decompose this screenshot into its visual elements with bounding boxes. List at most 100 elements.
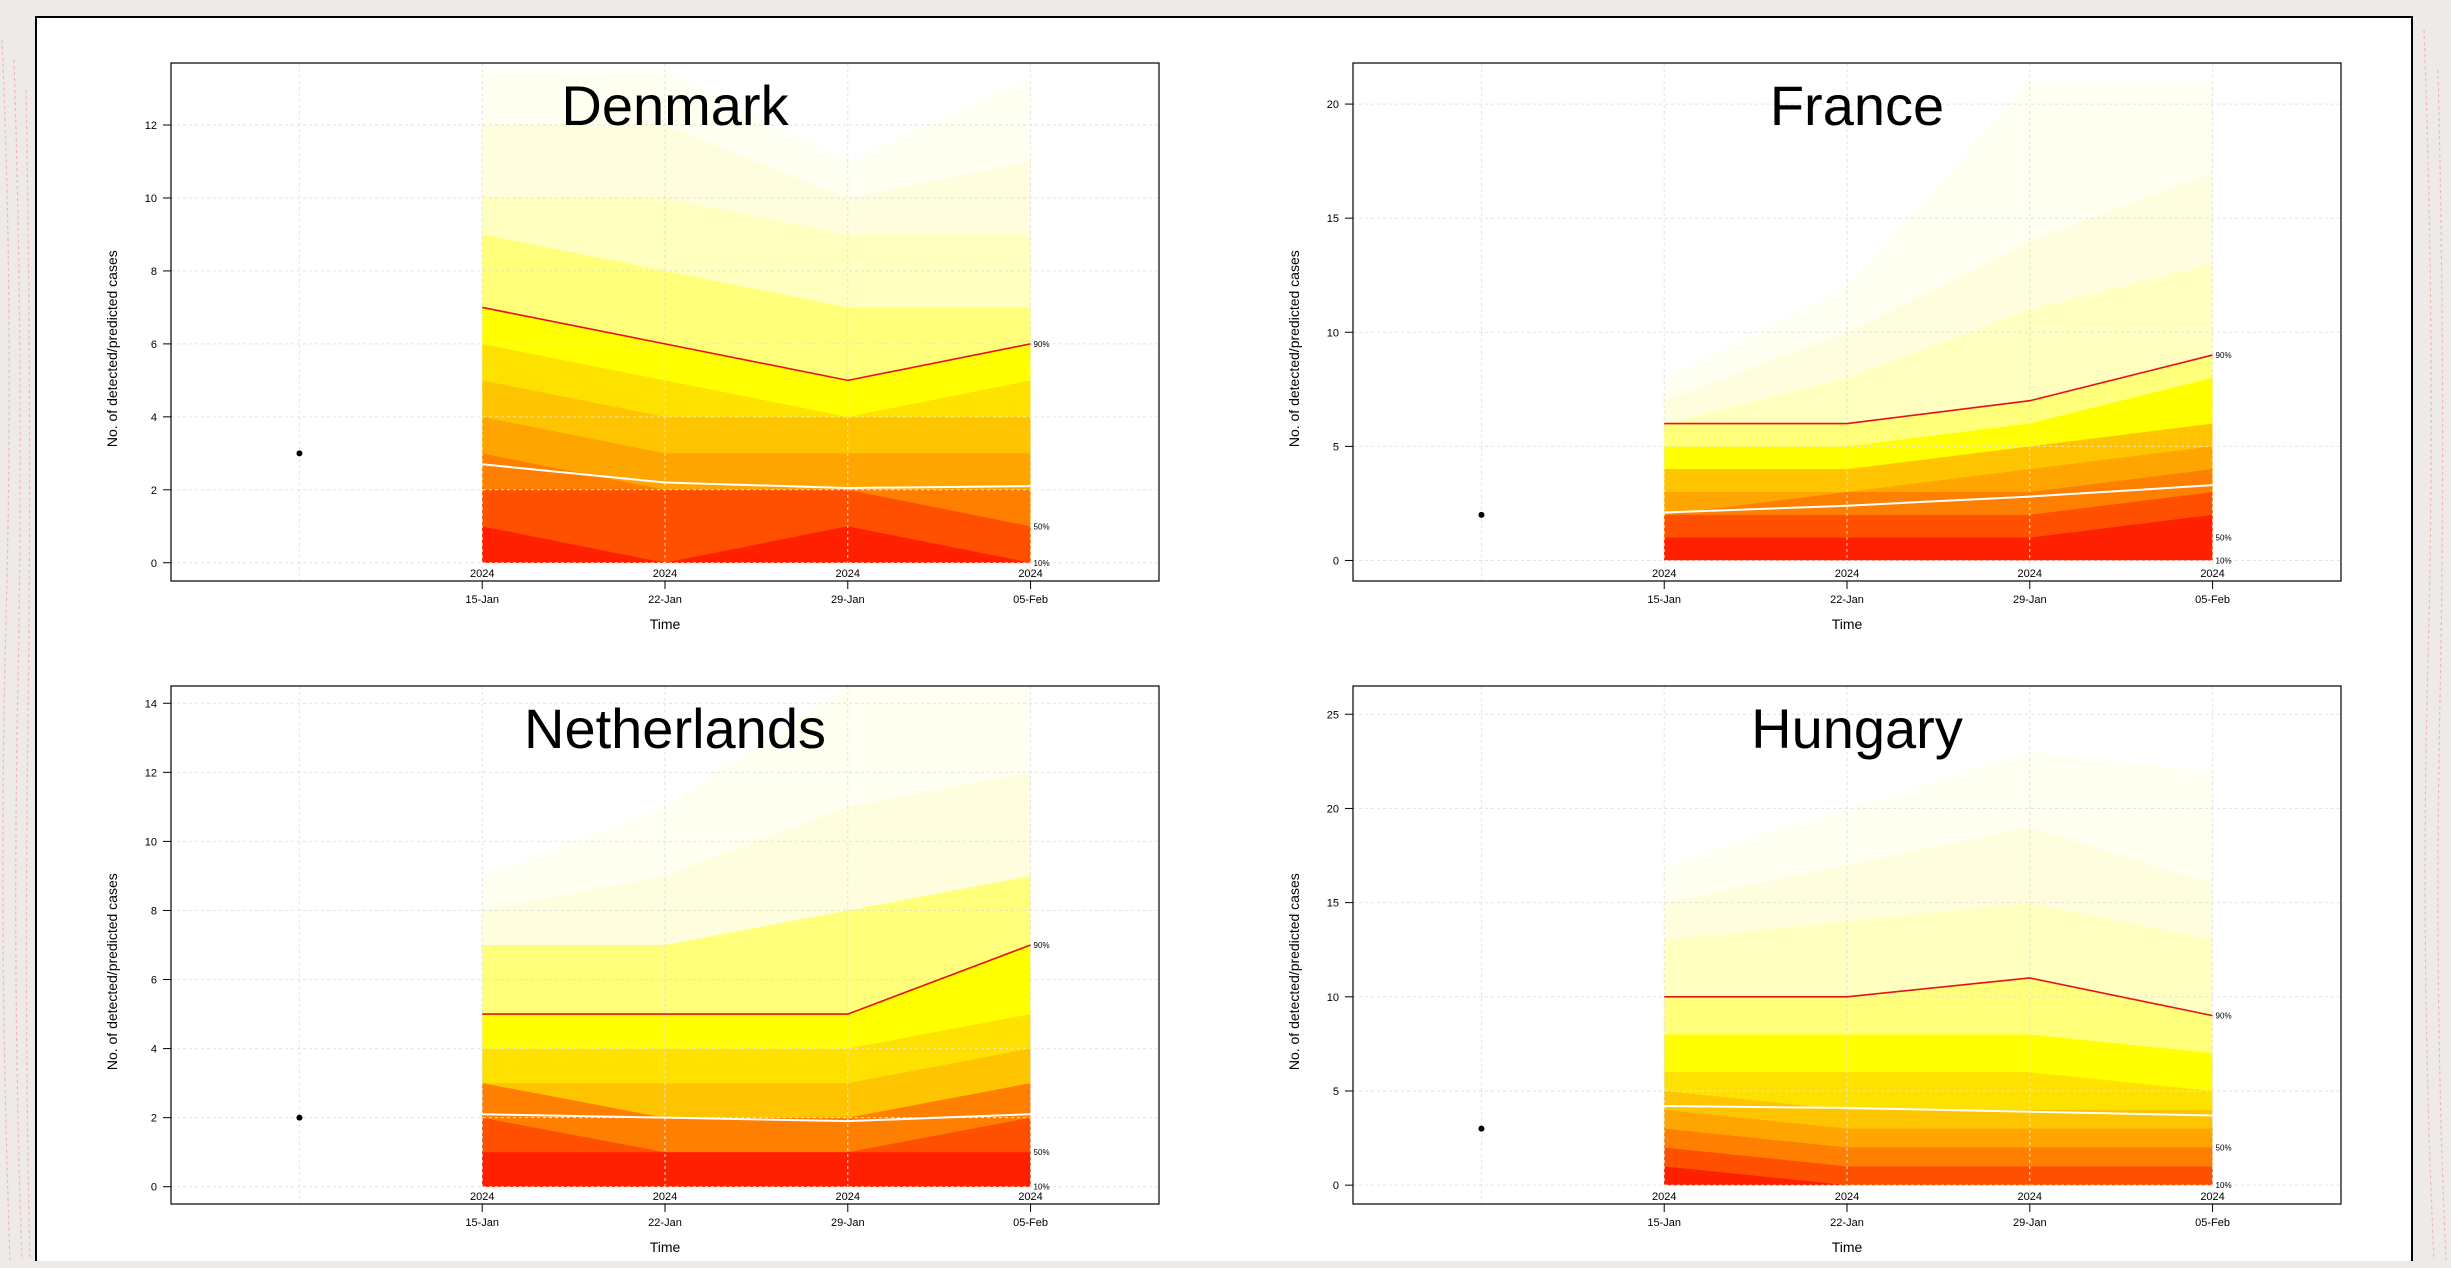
quantile-label-50-: 50% — [2216, 1143, 2232, 1152]
x-tick-label: 22-Jan — [648, 594, 682, 606]
x-tick-label: 05-Feb — [2195, 594, 2230, 606]
y-axis-label: No. of detected/predicted cases — [104, 873, 120, 1070]
chart-svg-hungary: 90% 50% 10% 0 5 10 15 20 25 2024 15-Jan 2024 22-Jan 2… — [1286, 685, 2342, 1255]
x-year-label: 2024 — [836, 568, 860, 580]
y-tick-label: 6 — [151, 975, 157, 987]
y-tick-label: 12 — [145, 767, 157, 779]
x-year-label: 2024 — [2200, 568, 2224, 580]
series-line-90- — [1664, 977, 2213, 1017]
observed-point — [1478, 1125, 1485, 1132]
observed-point — [296, 1114, 303, 1121]
quantile-label-90-: 90% — [1034, 941, 1050, 950]
y-tick-label: 15 — [1327, 213, 1339, 225]
series-line-50- — [482, 463, 1031, 489]
series-line-90- — [1664, 354, 2213, 425]
y-tick-label: 15 — [1327, 898, 1339, 910]
x-year-label: 2024 — [470, 1191, 494, 1203]
quantile-label-90-: 90% — [1034, 340, 1050, 349]
x-year-label: 2024 — [2200, 1191, 2224, 1203]
y-tick-label: 10 — [1327, 327, 1339, 339]
y-tick-label: 5 — [1333, 441, 1339, 453]
y-tick-label: 5 — [1333, 1086, 1339, 1098]
y-tick-label: 2 — [151, 1113, 157, 1125]
x-year-label: 2024 — [653, 568, 677, 580]
forecast-band-11 — [1664, 1166, 2213, 1186]
x-tick-label: 15-Jan — [1647, 594, 1681, 606]
observed-point — [296, 450, 303, 457]
x-year-label: 2024 — [1835, 568, 1859, 580]
y-tick-label: 10 — [145, 836, 157, 848]
y-axis-label: No. of detected/predicted cases — [1286, 250, 1302, 447]
x-year-label: 2024 — [2018, 568, 2042, 580]
y-tick-label: 0 — [1333, 555, 1339, 567]
chart-panel-france: 90% 50% 10% 0 5 10 15 20 2024 15-Jan 2024 22-Jan 202… — [1277, 55, 2357, 645]
y-tick-label: 8 — [151, 905, 157, 917]
x-year-label: 2024 — [1652, 568, 1676, 580]
y-tick-label: 0 — [151, 558, 157, 570]
x-tick-label: 29-Jan — [831, 594, 865, 606]
quantile-label-10-: 10% — [2216, 556, 2232, 565]
x-tick-label: 05-Feb — [1013, 1217, 1048, 1229]
x-tick-label: 22-Jan — [1830, 594, 1864, 606]
y-tick-label: 12 — [145, 120, 157, 132]
quantile-label-10-: 10% — [2216, 1181, 2232, 1190]
chart-svg-netherlands: 90% 50% 10% 0 2 4 6 8 10 12 14 2024 15-Jan 2024 22-Jan… — [104, 685, 1160, 1255]
x-year-label: 2024 — [1018, 1191, 1042, 1203]
forecast-band-9 — [482, 1152, 1031, 1187]
y-tick-label: 0 — [151, 1182, 157, 1194]
forecast-band-10 — [1664, 1147, 2213, 1186]
x-tick-label: 29-Jan — [2013, 1217, 2047, 1229]
y-tick-label: 25 — [1327, 709, 1339, 721]
observed-point — [1478, 511, 1485, 518]
x-tick-label: 22-Jan — [648, 1217, 682, 1229]
y-tick-label: 14 — [145, 698, 157, 710]
y-tick-label: 10 — [145, 193, 157, 205]
x-axis-label: Time — [1832, 616, 1863, 632]
x-tick-label: 15-Jan — [465, 594, 499, 606]
chart-title-denmark: Denmark — [561, 74, 789, 137]
chart-title-netherlands: Netherlands — [524, 697, 826, 760]
x-axis-label: Time — [650, 1239, 681, 1255]
y-tick-label: 20 — [1327, 99, 1339, 111]
series-line-50- — [1664, 1105, 2213, 1117]
chart-panel-hungary: 90% 50% 10% 0 5 10 15 20 25 2024 15-Jan 2024 22-Jan 2… — [1277, 678, 2357, 1268]
y-tick-label: 0 — [1333, 1180, 1339, 1192]
x-year-label: 2024 — [653, 1191, 677, 1203]
x-tick-label: 05-Feb — [1013, 594, 1048, 606]
quantile-label-90-: 90% — [2216, 351, 2232, 360]
forecast-band-10 — [1664, 514, 2213, 561]
chart-title-france: France — [1770, 74, 1944, 137]
quantile-label-10-: 10% — [1034, 1183, 1050, 1192]
x-tick-label: 15-Jan — [465, 1217, 499, 1229]
y-tick-label: 2 — [151, 485, 157, 497]
x-year-label: 2024 — [470, 568, 494, 580]
x-year-label: 2024 — [2018, 1191, 2042, 1203]
quantile-label-50-: 50% — [1034, 1148, 1050, 1157]
x-tick-label: 15-Jan — [1647, 1217, 1681, 1229]
y-tick-label: 10 — [1327, 992, 1339, 1004]
chart-svg-denmark: 90% 50% 10% 0 2 4 6 8 10 12 2024 15-Jan 2024 22-Jan 20… — [104, 62, 1160, 632]
chart-panel-netherlands: 90% 50% 10% 0 2 4 6 8 10 12 14 2024 15-Jan 2024 22-Jan… — [95, 678, 1175, 1268]
series-line-50- — [482, 1113, 1031, 1123]
series-line-90- — [482, 306, 1031, 382]
x-tick-label: 29-Jan — [2013, 594, 2047, 606]
quantile-label-10-: 10% — [1034, 559, 1050, 568]
forecast-band-11 — [482, 526, 1031, 563]
series-line-90- — [482, 944, 1031, 1015]
chart-panel-denmark: 90% 50% 10% 0 2 4 6 8 10 12 2024 15-Jan 2024 22-Jan 20… — [95, 55, 1175, 645]
quantile-label-50-: 50% — [2216, 534, 2232, 543]
x-year-label: 2024 — [836, 1191, 860, 1203]
chart-svg-france: 90% 50% 10% 0 5 10 15 20 2024 15-Jan 2024 22-Jan 202… — [1286, 62, 2342, 632]
series-line-50- — [1664, 484, 2213, 514]
quantile-label-90-: 90% — [2216, 1012, 2232, 1021]
y-tick-label: 6 — [151, 339, 157, 351]
x-year-label: 2024 — [1652, 1191, 1676, 1203]
x-year-label: 2024 — [1835, 1191, 1859, 1203]
quantile-label-50-: 50% — [1034, 522, 1050, 531]
y-axis-label: No. of detected/predicted cases — [1286, 873, 1302, 1070]
y-tick-label: 4 — [151, 412, 157, 424]
y-tick-label: 20 — [1327, 803, 1339, 815]
y-tick-label: 4 — [151, 1044, 157, 1056]
y-axis-label: No. of detected/predicted cases — [104, 250, 120, 447]
